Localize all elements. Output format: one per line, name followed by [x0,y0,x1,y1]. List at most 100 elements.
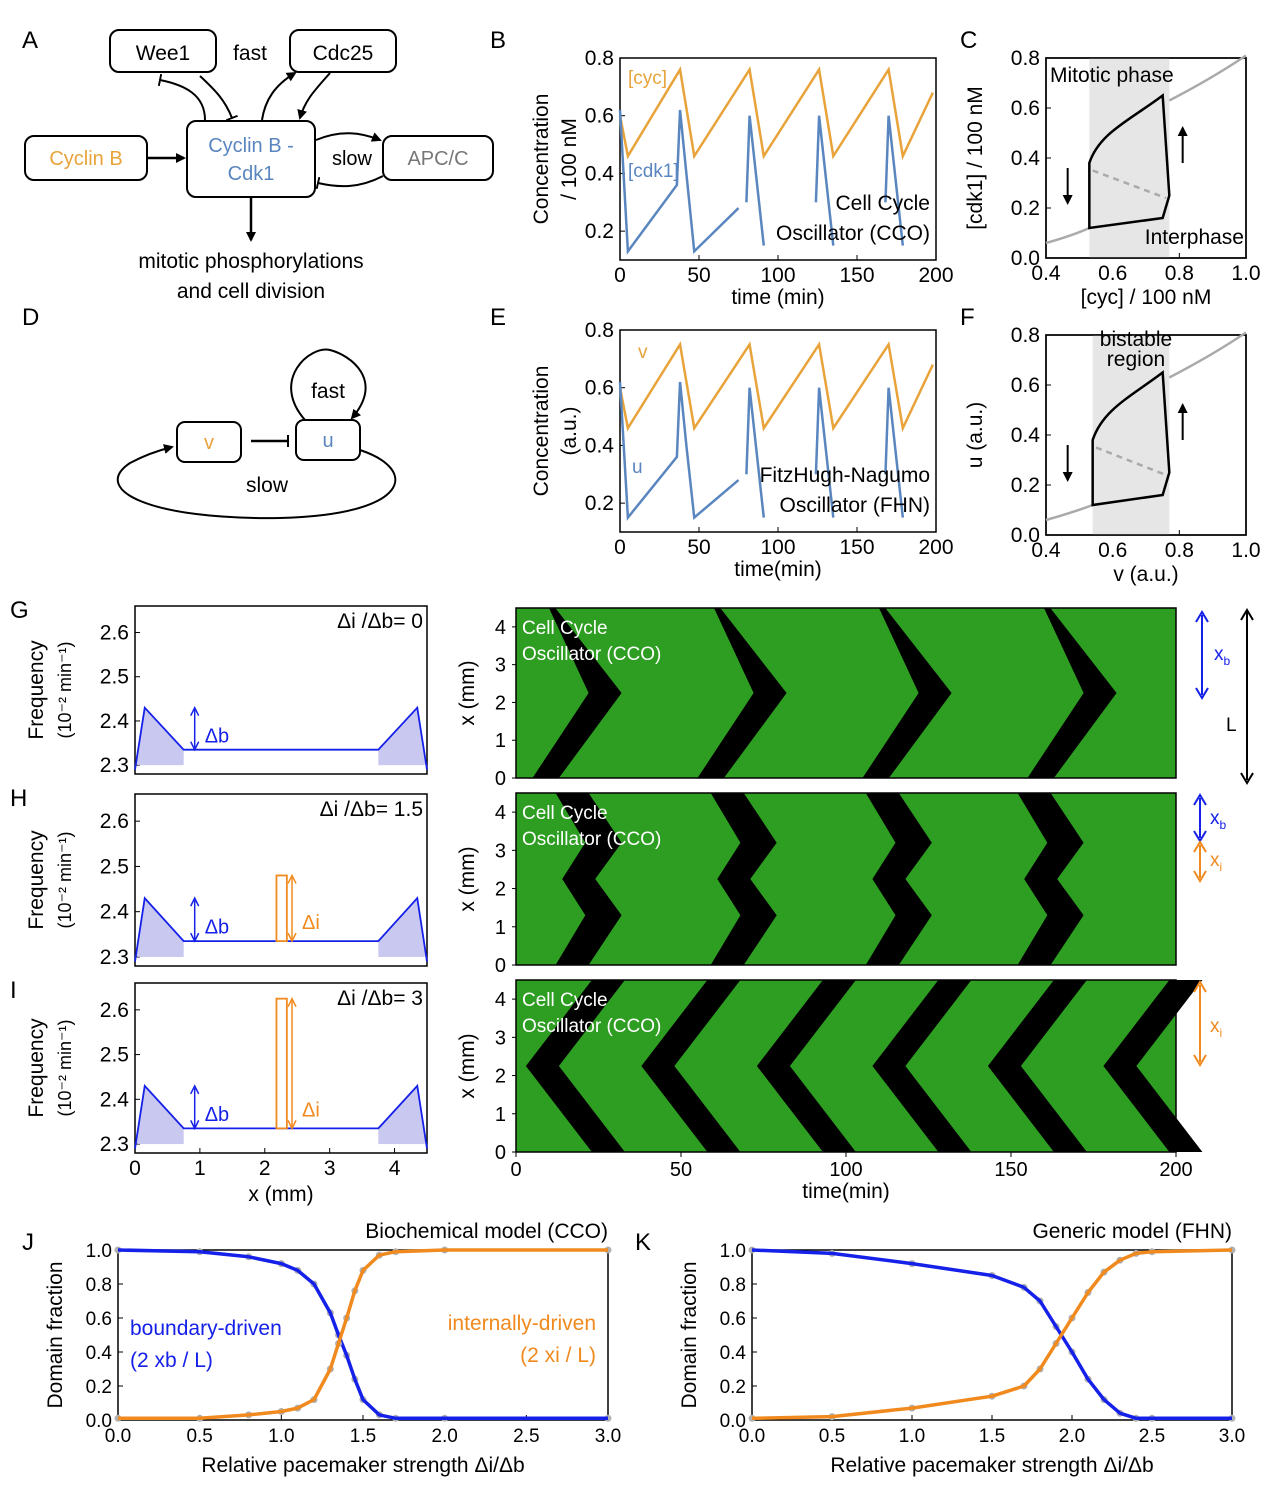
xb-label-g: xb [1214,644,1231,668]
wave-band [697,608,787,778]
y-tick-label: 0.6 [1011,374,1040,397]
complex-to-apcc [315,132,382,142]
annotation-line1: Cell Cycle [522,618,608,639]
chart-title: Biochemical model (CCO) [365,1220,608,1243]
u-self-loop [290,348,367,421]
y-tick-label: 1 [495,1104,506,1126]
y-tick-label: 0.8 [1011,324,1040,347]
xi-label-h: xi [1210,850,1222,874]
series-label-orange: v [638,342,648,363]
wee1-to-complex [199,75,238,122]
y-tick-label: 2.6 [100,622,129,645]
region-label: region [1107,348,1165,371]
series-line [751,1248,1233,1421]
l-label: L [1226,715,1237,736]
y-tick-label: 2 [495,692,506,714]
x-tick-label: 3.0 [595,1426,621,1447]
x-tick-label: 100 [829,1159,862,1181]
panel-letter-f: F [960,304,975,331]
x-tick-label: 200 [1159,1159,1192,1181]
x-tick-label: 150 [839,536,874,559]
x-tick-label: 0 [510,1159,521,1181]
series-line-blue [618,109,740,255]
x-tick-label: 50 [670,1159,692,1181]
panel-letter-d: D [22,304,39,331]
x-tick-label: 0.8 [1165,539,1194,562]
delta-i-label: Δi [302,912,320,934]
annotation-line2: Oscillator (FHN) [780,494,931,517]
plot-frame [134,793,428,967]
y-tick-label: 3 [495,1027,506,1049]
wave-band [862,608,952,778]
y-axis-label: x (mm) [456,846,479,911]
v-box [176,421,242,463]
panel-letter-b: B [490,27,506,54]
x-tick-label: 1.5 [979,1426,1005,1447]
ratio-label: Δi /Δb= 1.5 [320,798,423,821]
y-axis-label: x (mm) [456,660,479,725]
slow-label-d: slow [246,474,289,497]
chart-j: 0.0 0.5 1.0 1.5 2.0 2.5 3.0 0.0 0.2 0.4 0.6 0.8 1.0 D… [44,1220,621,1477]
y-tick-label: 0.4 [585,434,615,457]
chart-i: 0 1 2 3 4 2.3 2.4 2.5 2.6 Frequency (10⁻² min⁻¹) x … [25,982,428,1206]
x-axis-label: x (mm) [248,1183,313,1206]
series-spike-blue [745,115,766,246]
x-tick-label: 1 [194,1157,206,1180]
y-axis-label: (10⁻² min⁻¹) [55,1019,75,1116]
complex-to-cdc25 [261,71,297,121]
y-axis-label: Domain fraction [44,1261,67,1408]
series-spike-blue [884,387,905,518]
y-tick-label: 2.5 [100,1044,129,1067]
y-tick-label: 0.4 [1011,147,1041,170]
panel-letter-j: J [22,1229,34,1256]
x-tick-label: 1.0 [899,1426,925,1447]
y-tick-label: 0 [495,1142,506,1164]
x-tick-label: 0.6 [1098,539,1127,562]
y-tick-label: 2.3 [100,754,129,777]
panel-letter-g: G [10,597,29,624]
x-tick-label: 50 [687,264,710,287]
y-tick-label: 2.6 [100,999,129,1022]
x-axis-label: Relative pacemaker strength Δi/Δb [830,1454,1153,1477]
series-spike-blue [814,387,835,518]
x-axis-label: [cyc] / 100 nM [1081,286,1212,309]
delta-i-label: Δi [302,1099,320,1121]
series-line-orange [618,65,934,161]
y-axis-label: / 100 nM [558,118,581,200]
wave-band [1027,608,1117,778]
x-tick-label: 0.4 [1031,262,1061,285]
x-tick-label: 0 [614,536,626,559]
x-tick-label: 200 [918,264,953,287]
x-tick-label: 1.0 [268,1426,294,1447]
series-spike-blue [745,387,766,518]
x-tick-label: 0.4 [1031,539,1061,562]
boundary-fill-base-left [137,941,184,957]
series-label-boundary-sub: (2 xb / L) [130,1349,213,1372]
wave-band [756,980,856,1152]
annotation-line1: Cell Cycle [522,803,608,824]
y-tick-label: 2.5 [100,855,129,878]
x-axis-label: time (min) [731,286,824,309]
chart-e: 0 50 100 150 200 0.2 0.4 0.6 0.8 Concentration (a.… [530,319,954,581]
series-line [118,1248,608,1421]
kymograph-background [516,980,1176,1152]
x-axis-label: v (a.u.) [1113,563,1178,586]
chart-c: 0.4 0.6 0.8 1.0 0.0 0.2 0.4 0.6 0.8 [cdk1] / 100 … [964,47,1261,309]
x-tick-label: 1.0 [1231,262,1260,285]
internal-pacemaker [275,997,288,1130]
xi-arrow-i-top [1193,980,1207,993]
annotation-line2: Oscillator (CCO) [522,829,661,850]
kymograph-background [516,793,1176,965]
panel-letter-i: I [10,977,17,1004]
kymograph-frame [515,792,1177,966]
y-tick-label: 4 [495,989,506,1011]
y-tick-label: 2.6 [100,810,129,833]
y-tick-label: 2 [495,1066,506,1088]
y-tick-label: 0.0 [1011,524,1040,547]
y-tick-label: 0.6 [720,1309,746,1330]
plot-frame-overlay [1045,334,1247,536]
y-tick-label: 2 [495,879,506,901]
xi-arrow-h-bottom [1193,870,1207,883]
output-label-2: and cell division [177,280,325,303]
x-tick-label: 200 [918,536,953,559]
